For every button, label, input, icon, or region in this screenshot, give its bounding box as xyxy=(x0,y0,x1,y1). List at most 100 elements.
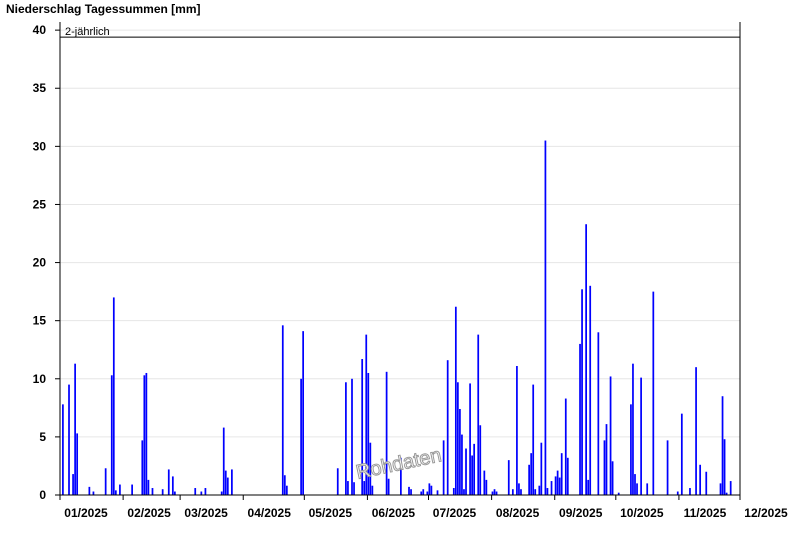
x-tick-label: 04/2025 xyxy=(248,506,292,520)
bar xyxy=(585,224,587,495)
bar xyxy=(104,468,107,495)
y-tick-label: 40 xyxy=(33,23,47,37)
y-tick-label: 30 xyxy=(33,139,47,153)
bar xyxy=(430,485,433,495)
bar xyxy=(194,488,197,495)
bar xyxy=(564,398,567,495)
bar xyxy=(363,481,366,495)
bar xyxy=(632,363,634,495)
bar xyxy=(446,360,449,495)
chart-title: Niederschlag Tagessummen [mm] xyxy=(6,2,201,16)
bar xyxy=(74,363,76,495)
y-tick-label: 15 xyxy=(33,314,47,328)
bar xyxy=(473,443,476,495)
bar xyxy=(640,377,642,495)
bar xyxy=(151,488,154,495)
x-tick-label: 01/2025 xyxy=(64,506,108,520)
bar xyxy=(518,483,520,495)
bar xyxy=(461,434,463,495)
bar xyxy=(605,424,608,495)
bar xyxy=(597,332,600,495)
bar xyxy=(422,489,425,495)
bar xyxy=(469,383,471,495)
y-tick-label: 0 xyxy=(39,488,46,502)
bar xyxy=(119,484,121,495)
y-tick-label: 10 xyxy=(33,372,47,386)
bar xyxy=(112,297,115,495)
bar xyxy=(646,483,649,495)
bar xyxy=(463,489,465,495)
bar xyxy=(666,440,669,495)
bar xyxy=(200,491,203,495)
y-tick-label: 35 xyxy=(33,81,47,95)
x-tick-label: 05/2025 xyxy=(309,506,353,520)
bar xyxy=(167,469,170,495)
bar xyxy=(222,427,225,495)
x-tick-label: 10/2025 xyxy=(620,506,664,520)
bar xyxy=(483,470,486,495)
bar xyxy=(92,491,95,495)
bar xyxy=(114,490,117,495)
bar xyxy=(361,359,364,495)
bar xyxy=(367,372,370,495)
bar xyxy=(400,457,402,495)
bar xyxy=(420,491,423,495)
x-tick-label: 06/2025 xyxy=(372,506,416,520)
bar xyxy=(652,291,655,495)
bar xyxy=(110,375,113,495)
bar xyxy=(465,448,467,495)
bar xyxy=(141,440,144,495)
bar xyxy=(385,371,388,495)
bar xyxy=(495,491,498,495)
bar xyxy=(634,474,636,495)
bar xyxy=(725,492,728,495)
bar xyxy=(680,413,683,495)
x-tick-label: 11/2025 xyxy=(684,506,727,520)
y-tick-label: 25 xyxy=(33,197,47,211)
x-tick-label: 07/2025 xyxy=(433,506,477,520)
bar xyxy=(538,485,541,495)
bar xyxy=(457,382,459,495)
bar xyxy=(550,481,553,495)
bar xyxy=(351,378,353,495)
bar xyxy=(485,479,488,495)
bar xyxy=(224,470,227,495)
bar xyxy=(560,453,563,495)
bar xyxy=(145,372,148,495)
bar xyxy=(436,490,439,495)
bar xyxy=(62,404,64,495)
bar xyxy=(283,475,286,495)
bar xyxy=(689,488,691,495)
bar xyxy=(528,464,530,495)
bar xyxy=(131,484,133,495)
bar xyxy=(204,488,207,495)
bar xyxy=(426,491,429,495)
bar xyxy=(721,396,724,495)
bar xyxy=(171,476,174,495)
bar xyxy=(369,442,372,495)
bar xyxy=(530,453,533,495)
bar xyxy=(408,486,410,495)
bar xyxy=(546,488,549,495)
bar xyxy=(147,479,150,495)
bar xyxy=(534,489,537,495)
bar xyxy=(617,492,620,495)
bar xyxy=(68,384,70,495)
bar xyxy=(479,425,482,495)
bar xyxy=(220,491,223,495)
bar xyxy=(695,367,697,495)
bar xyxy=(630,404,632,495)
bar xyxy=(88,486,91,495)
bar xyxy=(477,334,480,495)
bar xyxy=(459,409,461,495)
bar xyxy=(428,483,431,495)
bar xyxy=(491,491,494,495)
bar xyxy=(281,325,284,495)
x-tick-label: 02/2025 xyxy=(127,506,171,520)
x-tick-label: 03/2025 xyxy=(184,506,228,520)
bar xyxy=(507,460,510,495)
bar xyxy=(493,489,496,495)
bar xyxy=(723,439,726,495)
bar xyxy=(347,481,349,495)
bar xyxy=(353,482,355,495)
